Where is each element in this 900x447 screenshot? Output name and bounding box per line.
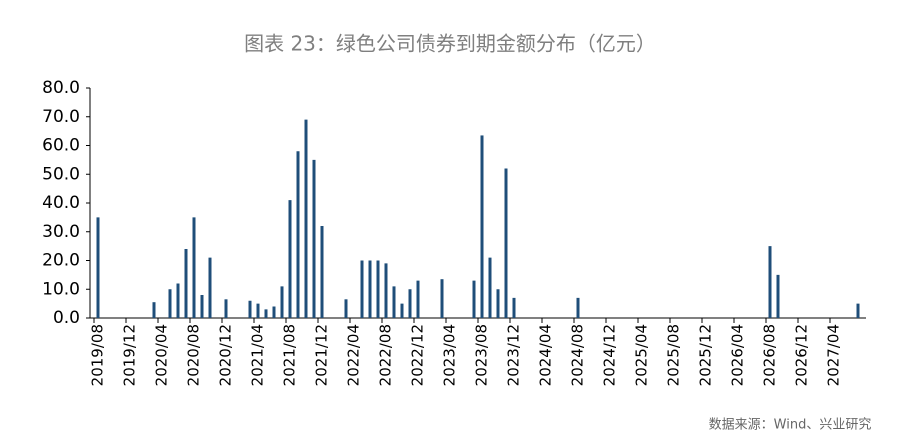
bar [360,260,364,318]
bar [408,289,412,318]
x-tick-label: 2023/08 [473,324,491,386]
x-tick-label: 2027/04 [825,324,843,386]
bar [208,257,212,318]
y-tick-label: 10.0 [42,279,80,299]
bar [224,299,228,318]
bar [384,263,388,318]
x-tick-label: 2026/12 [793,324,811,386]
x-tick-label: 2022/12 [409,324,427,386]
bar [264,309,268,318]
bar [184,249,188,318]
bar [776,274,780,318]
x-tick-label: 2020/04 [153,324,171,386]
y-tick-label: 0.0 [53,308,80,328]
chart-title: 图表 23：绿色公司债券到期金额分布（亿元） [244,32,656,56]
bar [320,226,324,318]
bar [248,300,252,318]
x-tick-label: 2025/12 [697,324,715,386]
x-tick-label: 2024/08 [569,324,587,386]
bar [312,159,316,318]
y-tick-label: 30.0 [42,222,80,242]
x-tick-label: 2026/04 [729,324,747,386]
x-tick-label: 2023/04 [441,324,459,386]
x-tick-label: 2019/12 [121,324,139,386]
x-tick-label: 2021/04 [249,324,267,386]
y-tick-label: 80.0 [42,78,80,98]
bar [472,280,476,318]
y-tick-label: 50.0 [42,164,80,184]
bar [368,260,372,318]
bar [152,302,156,318]
bar [512,297,516,318]
bar [416,280,420,318]
x-tick-label: 2021/08 [281,324,299,386]
bar [496,289,500,318]
x-tick-label: 2019/08 [89,324,107,386]
x-tick-label: 2026/08 [761,324,779,386]
bar [504,168,508,318]
bar [296,151,300,318]
x-tick-label: 2024/12 [601,324,619,386]
bar [168,289,172,318]
bar [400,303,404,318]
bar [96,217,100,318]
bar [344,299,348,318]
bar [200,295,204,318]
bar [192,217,196,318]
bar [376,260,380,318]
x-tick-label: 2020/08 [185,324,203,386]
bar [288,200,292,318]
x-tick-label: 2025/04 [633,324,651,386]
bar [256,303,260,318]
x-tick-label: 2023/12 [505,324,523,386]
bar [440,279,444,318]
bar [488,257,492,318]
y-tick-label: 20.0 [42,251,80,271]
bar [480,135,484,318]
source-note: 数据来源：Wind、兴业研究 [709,418,872,433]
x-tick-label: 2021/12 [313,324,331,386]
bar [280,286,284,318]
bar [176,283,180,318]
y-tick-label: 70.0 [42,107,80,127]
y-tick-label: 40.0 [42,193,80,213]
y-tick-label: 60.0 [42,136,80,156]
bar [576,297,580,318]
x-tick-label: 2022/08 [377,324,395,386]
x-tick-label: 2022/04 [345,324,363,386]
x-tick-label: 2020/12 [217,324,235,386]
bar [392,286,396,318]
bar [272,306,276,318]
x-tick-label: 2024/04 [537,324,555,386]
bar [304,119,308,318]
bar [856,303,860,318]
bar [768,246,772,318]
x-tick-label: 2025/08 [665,324,683,386]
